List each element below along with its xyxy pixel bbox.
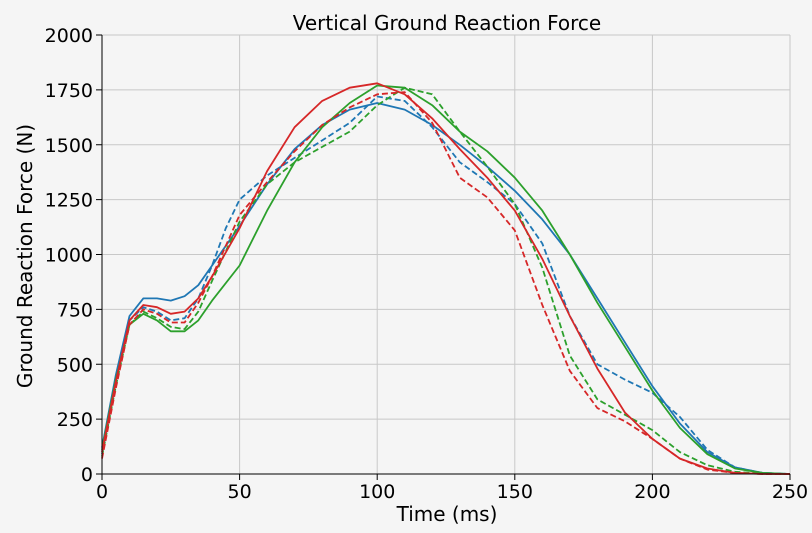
y-tick-label: 1250 <box>45 190 93 212</box>
x-tick-label: 100 <box>359 481 395 503</box>
series-line-4 <box>101 86 791 475</box>
y-axis-label: Ground Reaction Force (N) <box>13 124 37 388</box>
y-tick-label: 750 <box>57 299 93 321</box>
y-tick-label: 0 <box>81 464 93 486</box>
series-line-3 <box>101 84 791 475</box>
y-tick-label: 2000 <box>45 25 93 47</box>
y-tick-label: 250 <box>57 409 93 431</box>
series-line-1 <box>101 102 791 475</box>
x-tick-label: 50 <box>228 481 252 503</box>
x-axis-label: Time (ms) <box>396 502 498 526</box>
y-tick-label: 500 <box>57 354 93 376</box>
x-tick-label: 150 <box>497 481 533 503</box>
x-tick-label: 250 <box>772 481 808 503</box>
axes: 0 50 100 150 200 250 0 250 500 750 1000 1250 1500 175… <box>45 25 808 503</box>
series-line-2 <box>101 95 791 475</box>
series-group <box>101 82 791 475</box>
x-tick-label: 0 <box>96 481 108 503</box>
x-tick-label: 200 <box>634 481 670 503</box>
series-line-6 <box>101 91 790 475</box>
y-tick-label: 1000 <box>45 245 93 267</box>
chart-title: Vertical Ground Reaction Force <box>293 11 601 35</box>
y-tick-label: 1750 <box>45 80 93 102</box>
y-tick-label: 1500 <box>45 135 93 157</box>
